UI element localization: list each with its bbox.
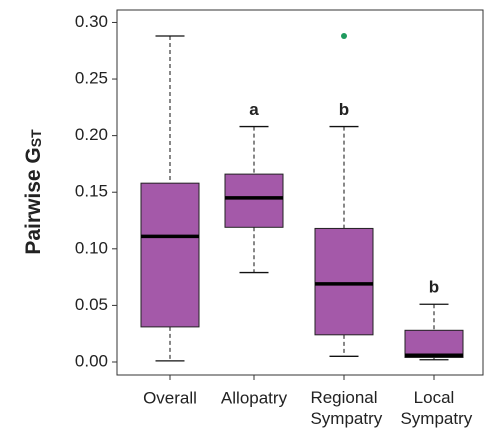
x-tick-label-line: Sympatry xyxy=(396,409,473,428)
x-tick-label: Local Sympatry xyxy=(396,388,473,428)
y-tick-label: 0.10 xyxy=(75,238,108,257)
x-tick-label: Allopatry xyxy=(221,388,288,407)
y-tick-label: 0.25 xyxy=(75,69,108,88)
outlier xyxy=(341,33,347,40)
x-tick-label-line: Local xyxy=(414,388,455,407)
y-axis-title: Pairwise GST xyxy=(22,129,45,255)
x-tick-label-line: Sympatry xyxy=(306,409,383,428)
significance-letter: a xyxy=(249,100,259,119)
box xyxy=(140,182,200,328)
box xyxy=(224,173,284,228)
y-tick-label: 0.20 xyxy=(75,125,108,144)
y-tick-label: 0.15 xyxy=(75,182,108,201)
x-tick-label: Overall xyxy=(143,388,197,407)
y-axis-label-sub: ST xyxy=(28,129,44,147)
significance-letter: b xyxy=(339,100,349,119)
box xyxy=(314,227,374,336)
significance-letter: b xyxy=(429,278,439,297)
y-axis-label: Pairwise G xyxy=(22,147,45,254)
x-tick-label: Regional Sympatry xyxy=(306,388,383,428)
y-tick-label: 0.05 xyxy=(75,295,108,314)
x-tick-label-line: Regional xyxy=(310,388,377,407)
y-tick-label: 0.00 xyxy=(75,351,108,370)
box xyxy=(404,329,464,358)
y-tick-label: 0.30 xyxy=(75,12,108,31)
